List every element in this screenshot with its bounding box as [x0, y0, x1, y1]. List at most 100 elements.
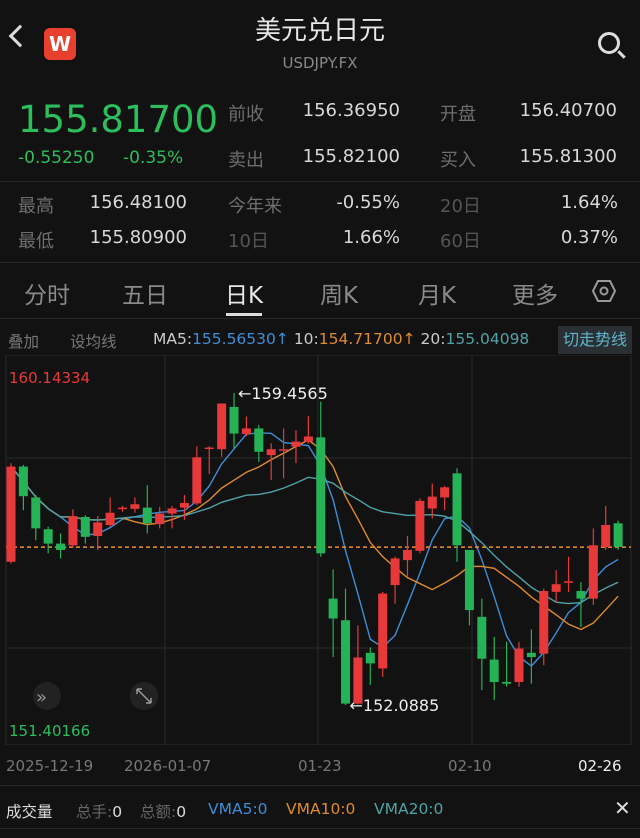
- divider: [0, 181, 640, 182]
- overlay-button[interactable]: 叠加: [8, 333, 40, 351]
- candle-body: [378, 593, 388, 669]
- candle-body: [564, 581, 574, 583]
- vma5: VMA5:0: [208, 800, 268, 818]
- vma10: VMA10:0: [286, 800, 356, 818]
- ma10-value: 154.71700↑: [318, 330, 416, 348]
- candle-body: [440, 487, 450, 498]
- prev-close-label: 前收: [228, 104, 264, 125]
- high-label: 最高: [18, 196, 54, 217]
- candle-body: [142, 507, 152, 524]
- divider: [0, 262, 640, 263]
- x-tick-label: 02-10: [448, 757, 492, 775]
- candle-body: [80, 516, 90, 537]
- price-change-pct: -0.35%: [123, 148, 184, 168]
- x-tick-label: 2025-12-19: [6, 757, 94, 775]
- candle-body: [415, 500, 425, 551]
- sell-value: 155.82100: [302, 146, 400, 167]
- total-qty-label: 总手:: [76, 803, 113, 821]
- candle-body: [402, 549, 412, 561]
- expand-icon: [136, 688, 152, 704]
- candle-body: [105, 512, 115, 525]
- d60-label: 60日: [440, 231, 481, 252]
- ytd-label: 今年来: [228, 196, 282, 217]
- candle-body: [18, 466, 28, 497]
- candle-body: [613, 523, 623, 547]
- sell-label: 卖出: [228, 150, 264, 171]
- candle-body: [155, 513, 165, 525]
- total-amt: 总额:0: [140, 800, 186, 822]
- total-amt-label: 总额:: [140, 803, 177, 821]
- candle-body: [303, 436, 313, 442]
- tab-more[interactable]: 更多: [512, 283, 558, 309]
- d20-label: 20日: [440, 196, 481, 217]
- y-max-label: 160.14334: [9, 369, 90, 387]
- total-amt-value: 0: [176, 803, 187, 821]
- low-value: 155.80900: [89, 227, 187, 248]
- symbol-code: USDJPY.FX: [282, 54, 358, 72]
- switch-to-line-button[interactable]: 切走势线: [558, 326, 632, 354]
- divider: [0, 785, 640, 786]
- candle-body: [464, 549, 474, 611]
- total-qty: 总手:0: [76, 800, 122, 822]
- candle-body: [502, 682, 512, 684]
- d20-value: 1.64%: [560, 192, 618, 213]
- ma20-label: 20:: [420, 330, 446, 348]
- candle-body: [539, 591, 549, 654]
- prev-close-value: 156.36950: [302, 100, 400, 121]
- candle-body: [316, 437, 326, 554]
- candle-body: [56, 543, 66, 550]
- scroll-right-button[interactable]: »: [33, 682, 61, 710]
- candle-body: [229, 406, 239, 434]
- candle-body: [328, 598, 338, 619]
- candle-body: [526, 652, 536, 658]
- buy-value: 155.81300: [519, 146, 617, 167]
- tab-daily-k[interactable]: 日K: [225, 283, 264, 309]
- close-volume-icon[interactable]: ✕: [614, 796, 631, 820]
- candle-body: [130, 504, 140, 509]
- candle-body: [390, 558, 400, 586]
- set-ma-button[interactable]: 设均线: [70, 333, 117, 351]
- candle-body: [551, 584, 561, 592]
- volume-title: 成交量: [6, 803, 53, 821]
- d60-value: 0.37%: [560, 227, 618, 248]
- candle-body: [452, 473, 462, 546]
- x-tick-label: 2026-01-07: [124, 757, 212, 775]
- candle-body: [576, 591, 586, 599]
- settings-icon[interactable]: [592, 279, 616, 303]
- total-qty-value: 0: [112, 803, 123, 821]
- candle-body: [266, 449, 276, 456]
- candle-body: [179, 502, 189, 508]
- tab-five-day[interactable]: 五日: [122, 283, 168, 309]
- page-title: 美元兑日元: [254, 16, 385, 46]
- d10-value: 1.66%: [342, 227, 400, 248]
- ma5-label: MA5:: [153, 330, 193, 348]
- high-marker: ←159.4565: [238, 384, 328, 403]
- candle-body: [6, 466, 16, 562]
- candle-body: [118, 507, 128, 510]
- app-logo[interactable]: W: [44, 28, 76, 60]
- candle-body: [341, 620, 351, 704]
- tab-weekly-k[interactable]: 周K: [320, 283, 359, 309]
- candle-body: [43, 529, 53, 544]
- x-tick-label: 02-26: [578, 757, 622, 775]
- tab-monthly-k[interactable]: 月K: [418, 283, 457, 309]
- divider: [0, 828, 640, 829]
- double-chevron-icon: »: [36, 687, 47, 708]
- kline-chart[interactable]: 160.14334 151.40166 ←159.4565 ←152.0885 …: [0, 355, 640, 745]
- candle-body: [489, 659, 499, 683]
- candle-body: [31, 497, 41, 529]
- candle-body: [217, 403, 227, 450]
- candle-body: [588, 545, 598, 599]
- vma20: VMA20:0: [374, 800, 444, 818]
- ytd-value: -0.55%: [336, 192, 400, 213]
- open-value: 156.40700: [519, 100, 617, 121]
- ma20-value: 155.04098: [445, 330, 530, 348]
- search-icon[interactable]: [598, 32, 620, 54]
- candle-body: [68, 516, 78, 546]
- candle-body: [365, 652, 375, 664]
- candle-body: [254, 428, 264, 452]
- candle-body: [601, 524, 611, 547]
- chart-frame: [5, 355, 632, 745]
- tab-intraday[interactable]: 分时: [24, 283, 70, 309]
- fullscreen-button[interactable]: [130, 682, 158, 710]
